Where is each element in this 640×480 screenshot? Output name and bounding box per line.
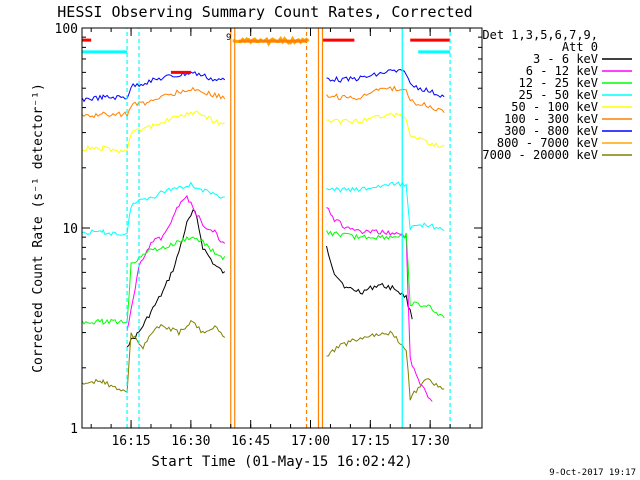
plot-area [81,28,451,428]
y-axis: 1 10 100 [55,22,482,437]
series-line [81,230,445,325]
legend-label: 25 - 50 keV [519,88,598,102]
x-axis: 16:15 16:30 16:45 17:00 17:15 17:30 [90,28,471,449]
y-tick-label: 1 [70,422,78,437]
x-tick-label: 16:45 [231,434,270,449]
x-tick-label: 17:15 [351,434,390,449]
series-line [81,319,445,401]
timestamp: 9-Oct-2017 19:17 [549,468,636,478]
x-tick-label: 16:30 [171,434,210,449]
legend-header: Det 1,3,5,6,7,9, [482,28,598,42]
x-tick-label: 17:00 [291,434,330,449]
legend-label: 300 - 800 keV [504,124,598,138]
series-line [81,110,445,154]
small-marker: 9 [226,33,231,43]
legend-label: 7000 - 20000 keV [482,148,598,162]
series-line [81,181,445,237]
y-tick-label: 100 [55,22,78,37]
series-line [81,68,445,103]
plot-border [81,27,483,429]
legend-label: 50 - 100 keV [511,100,598,114]
series-line [81,85,445,119]
x-tick-label: 16:15 [111,434,150,449]
y-axis-label: Corrected Count Rate (s⁻¹ detector⁻¹) [31,83,46,373]
legend-header: Att 0 [562,40,598,54]
series-line [126,194,433,402]
x-axis-label: Start Time (01-May-15 16:02:42) [151,454,412,470]
series-line [126,209,413,348]
plot-frame [81,27,483,429]
legend-label: 800 - 7000 keV [497,136,598,150]
chart-title: HESSI Observing Summary Count Rates, Cor… [57,3,472,21]
legend-label: 100 - 300 keV [504,112,598,126]
legend-label: 3 - 6 keV [533,52,598,66]
y-tick-label: 10 [62,222,78,237]
legend-label: 12 - 25 keV [519,76,598,90]
x-tick-label: 17:30 [411,434,450,449]
legend-label: 6 - 12 keV [526,64,598,78]
